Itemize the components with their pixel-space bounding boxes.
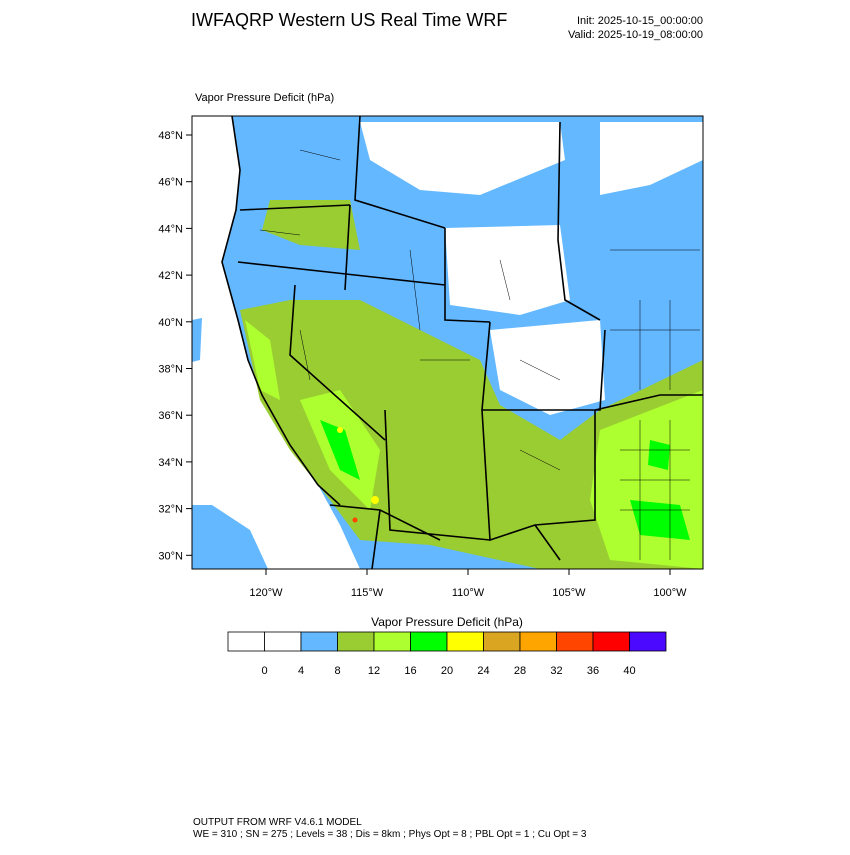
peak-vpd-spot <box>352 517 358 523</box>
map <box>192 116 703 569</box>
init-time: Init: 2025-10-15_00:00:00 <box>577 15 703 27</box>
colorbar-label: 4 <box>298 665 304 677</box>
lat-tick-label: 38°N <box>158 364 183 376</box>
colorbar-label: 12 <box>368 665 380 677</box>
colorbar-label: 36 <box>587 665 599 677</box>
colorbar-label: 32 <box>550 665 562 677</box>
state-border <box>237 116 703 569</box>
valid-time: Valid: 2025-10-19_08:00:00 <box>568 29 703 41</box>
footer-line: WE = 310 ; SN = 275 ; Levels = 38 ; Dis … <box>193 829 587 840</box>
low-vpd-area <box>360 122 703 415</box>
colorbar-label: 40 <box>623 665 635 677</box>
ocean-shading <box>192 318 268 569</box>
lat-tick-label: 44°N <box>158 223 183 235</box>
lat-tick-label: 34°N <box>158 457 183 469</box>
colorbar-box <box>519 631 557 652</box>
high-vpd-area <box>320 420 690 540</box>
colorbar-box <box>300 631 338 652</box>
colorbar-box <box>592 631 630 652</box>
colorbar-box <box>410 631 448 652</box>
coastline <box>221 116 341 506</box>
lat-tick-label: 42°N <box>158 270 183 282</box>
lat-tick-label: 48°N <box>158 130 183 142</box>
colorbar-label: 8 <box>334 665 340 677</box>
colorbar-label: 16 <box>404 665 416 677</box>
colorbar: 0 4 8 12 16 20 24 28 32 36 40 <box>227 631 667 677</box>
lat-tick-label: 46°N <box>158 177 183 189</box>
map-frame <box>191 115 704 570</box>
county-border <box>259 149 700 560</box>
colorbar-box <box>483 631 521 652</box>
lat-tick-label: 36°N <box>158 410 183 422</box>
lon-tick-label: 100°W <box>653 587 687 599</box>
lat-tick-label: 40°N <box>158 317 183 329</box>
colorbar-box <box>556 631 594 652</box>
colorbar-label: 20 <box>441 665 453 677</box>
map-ticks: 48°N 46°N 44°N 42°N 40°N 38°N 36°N 34°N 32°N 30°N… <box>158 130 687 599</box>
lat-tick-label: 30°N <box>158 550 183 562</box>
map-label: Vapor Pressure Deficit (hPa) <box>195 92 334 104</box>
peak-vpd-spot <box>337 427 343 433</box>
colorbar-box <box>373 631 411 652</box>
colorbar-box <box>446 631 484 652</box>
title: IWFAQRP Western US Real Time WRF <box>191 10 507 30</box>
colorbar-box <box>264 631 302 652</box>
lon-tick-label: 105°W <box>552 587 586 599</box>
peak-vpd-spot <box>371 496 379 504</box>
colorbar-label: 24 <box>477 665 489 677</box>
colorbar-label: 0 <box>261 665 267 677</box>
colorbar-box <box>629 631 667 652</box>
lon-tick-label: 120°W <box>249 587 283 599</box>
colorbar-box <box>337 631 375 652</box>
colorbar-title: Vapor Pressure Deficit (hPa) <box>371 615 523 629</box>
footer-line: OUTPUT FROM WRF V4.6.1 MODEL <box>193 817 362 828</box>
colorbar-label: 28 <box>514 665 526 677</box>
lat-tick-label: 32°N <box>158 504 183 516</box>
lon-tick-label: 110°W <box>452 587 485 599</box>
lon-tick-label: 115°W <box>351 587 384 599</box>
colorbar-box <box>227 631 265 652</box>
